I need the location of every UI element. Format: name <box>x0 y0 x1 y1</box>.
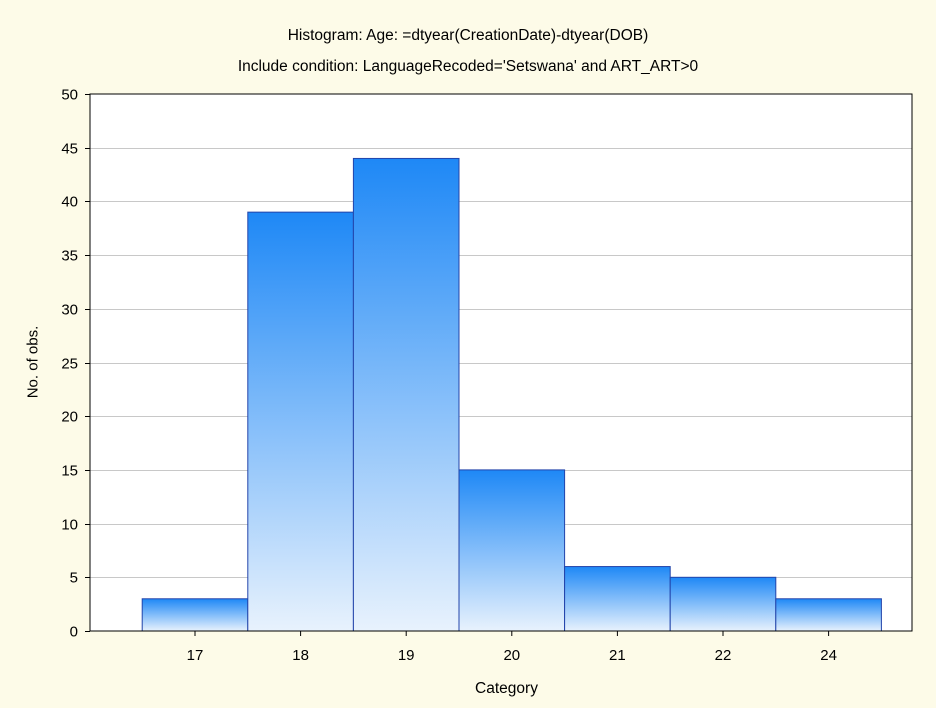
x-tick-label: 19 <box>398 647 415 664</box>
chart-title: Histogram: Age: =dtyear(CreationDate)-dt… <box>287 27 649 44</box>
histogram-bar <box>141 598 249 632</box>
y-tick-label: 0 <box>70 624 78 641</box>
histogram-bar <box>775 598 882 632</box>
chart-subtitle: Include condition: LanguageRecoded='Sets… <box>237 58 699 75</box>
y-axis: 0 5 10 15 20 25 30 35 40 45 50 <box>61 87 90 641</box>
y-tick-label: 10 <box>61 517 78 534</box>
x-tick-label: 21 <box>609 647 626 664</box>
x-tick-label: 17 <box>187 647 204 664</box>
y-tick-label: 50 <box>61 87 78 104</box>
y-tick-label: 25 <box>61 356 78 373</box>
bars-group <box>141 157 882 632</box>
plot-border <box>89 93 913 632</box>
y-tick-label: 20 <box>61 409 78 426</box>
x-tick-label: 18 <box>292 647 309 664</box>
histogram-bar <box>352 157 460 632</box>
x-tick-label: 20 <box>503 647 520 664</box>
grid-lines <box>90 148 912 578</box>
y-tick-label: 40 <box>61 194 78 211</box>
y-tick-label: 15 <box>61 463 78 480</box>
histogram-bar <box>669 576 777 632</box>
y-tick-label: 5 <box>70 570 78 587</box>
y-tick-label: 45 <box>61 141 78 158</box>
x-tick-label: 24 <box>820 647 837 664</box>
histogram-bar <box>247 211 354 632</box>
histogram-bar <box>564 566 671 632</box>
histogram-bar <box>458 469 566 632</box>
x-axis: 17 18 19 20 21 22 24 <box>187 631 837 664</box>
y-tick-label: 35 <box>61 248 78 265</box>
x-axis-label: Category <box>475 680 538 697</box>
x-tick-label: 22 <box>715 647 732 664</box>
y-tick-label: 30 <box>61 302 78 319</box>
